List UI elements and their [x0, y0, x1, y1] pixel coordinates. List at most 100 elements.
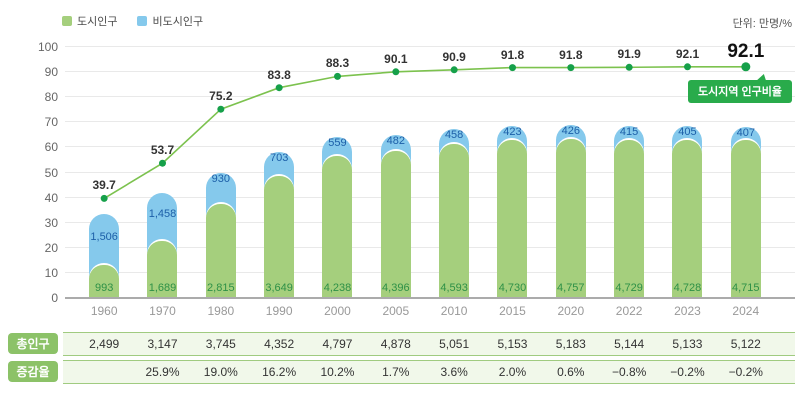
y-tick-label: 20 [44, 240, 58, 255]
bar-slot-1980: 930 2,815 [192, 47, 250, 298]
nonurban-legend-chip [137, 16, 148, 26]
table-cell: 1.7% [382, 365, 410, 379]
ratio-line [103, 65, 746, 200]
table-row-label-total: 총인구 [8, 333, 58, 354]
table-cell: 4,352 [264, 337, 295, 351]
ratio-point [392, 68, 400, 76]
bars: 1,506 993 1,458 1,689 930 2,815 703 3,649 559 4,2… [75, 47, 775, 298]
legend: 도시인구 비도시인구 [62, 13, 203, 29]
ratio-badge: 도시지역 인구비율 [687, 74, 792, 103]
table-cell: 0.6% [557, 365, 585, 379]
urban-bar-segment [555, 138, 586, 298]
ratio-point [567, 64, 575, 72]
table-cell: 3,745 [205, 337, 236, 351]
nonurban-legend-label: 비도시인구 [152, 16, 204, 28]
y-tick-label: 50 [44, 165, 58, 180]
table-cell: 5,133 [672, 337, 703, 351]
gridline [65, 71, 795, 73]
x-tick-label: 2000 [324, 304, 351, 318]
urban-bar-segment [322, 156, 353, 298]
table-cell: −0.2% [728, 365, 763, 379]
stacked-bar-1990: 703 3,649 [264, 152, 295, 298]
y-tick-label: 100 [37, 40, 58, 54]
bar-slot-1990: 703 3,649 [250, 47, 308, 298]
table-cell: 5,153 [497, 337, 528, 351]
table-row-cells-0: 2,499 3,147 3,745 4,352 4,797 4,878 5,051 5,153… [63, 332, 795, 356]
stacked-bar-1970: 1,458 1,689 [147, 192, 178, 298]
x-tick-label: 2020 [557, 304, 585, 318]
gridline [65, 146, 795, 148]
table-row-label-change: 증감율 [8, 361, 58, 382]
x-tick-label: 2023 [674, 304, 701, 318]
nonurban-value-label: 703 [269, 152, 289, 165]
bar-slot-2010: 458 4,593 [425, 47, 483, 298]
x-tick-label: 1960 [90, 304, 118, 318]
urban-bar-segment [439, 144, 470, 298]
nonurban-value-label: 407 [736, 126, 755, 139]
x-tick-label: 1990 [265, 304, 293, 318]
unit-label: 단위: 만명/% [732, 18, 792, 30]
y-tick-label: 30 [44, 215, 58, 230]
x-tick-label: 2005 [382, 304, 410, 318]
nonurban-value-label: 1,506 [90, 230, 118, 243]
bar-slot-1960: 1,506 993 [75, 47, 133, 298]
stacked-bar-1960: 1,506 993 [89, 214, 120, 298]
ratio-point [684, 63, 691, 71]
x-tick-label: 1970 [149, 304, 176, 318]
urban-bar-segment [380, 150, 411, 298]
ratio-point [100, 194, 108, 202]
gridline [65, 221, 795, 223]
gridline [65, 297, 795, 299]
urban-value-label: 4,396 [382, 282, 410, 294]
bar-slot-2015: 423 4,730 [483, 47, 541, 298]
x-tick-label: 2022 [615, 304, 643, 318]
nonurban-value-label: 930 [211, 172, 230, 185]
table-cell: 4,797 [322, 337, 353, 351]
bar-slot-2024: 407 4,715 [717, 47, 775, 298]
ratio-point [625, 63, 633, 71]
urban-bar-segment [614, 139, 645, 298]
gridline [65, 271, 795, 273]
bar-slot-2000: 559 4,238 [308, 47, 366, 298]
bar-slot-1970: 1,458 1,689 [133, 47, 191, 298]
bar-slot-2020: 426 4,757 [542, 47, 600, 298]
urban-value-label: 4,238 [323, 282, 352, 294]
plot-area: 1,506 993 1,458 1,689 930 2,815 703 3,649 559 4,2… [65, 41, 795, 299]
gridline [65, 121, 795, 123]
urban-legend-chip [62, 16, 72, 26]
table-cell: 5,183 [555, 337, 586, 351]
table-cell: 2.0% [498, 365, 527, 379]
ratio-point [275, 84, 283, 92]
ratio-point [159, 159, 166, 167]
nonurban-value-label: 426 [561, 124, 580, 137]
legend-item-urban: 도시인구 [62, 13, 117, 29]
ratio-point [334, 72, 341, 80]
gridline [65, 96, 795, 98]
bar-slot-2005: 482 4,396 [367, 47, 425, 298]
urban-value-label: 4,757 [557, 282, 585, 294]
table-row-cells-1: 25.9% 19.0% 16.2% 10.2% 1.7% 3.6% 2.0% 0.6% −0.8… [63, 360, 795, 384]
stacked-bar-2010: 458 4,593 [439, 128, 470, 298]
x-tick-label: 2015 [499, 304, 526, 318]
table-cell: 2,499 [89, 337, 120, 351]
nonurban-value-label: 559 [328, 137, 347, 150]
callout-tail-icon [756, 74, 770, 81]
urban-bar-segment [147, 241, 178, 298]
nonurban-value-label: 458 [444, 128, 464, 141]
y-tick-label: 80 [44, 90, 58, 105]
table-cell: 16.2% [262, 365, 297, 379]
table-cell: −0.8% [611, 365, 647, 379]
nonurban-value-label: 423 [503, 125, 522, 138]
table-cell: 4,878 [380, 337, 411, 351]
ratio-line-svg [100, 62, 751, 202]
nonurban-value-label: 415 [619, 125, 639, 138]
stacked-bar-2024: 407 4,715 [730, 126, 761, 298]
bar-slot-2022: 415 4,729 [600, 47, 658, 298]
stacked-bar-2023: 405 4,728 [672, 126, 703, 298]
stacked-bar-2015: 423 4,730 [497, 125, 528, 298]
x-tick-label: 2024 [732, 304, 760, 318]
table-cell: 3,147 [147, 337, 178, 351]
y-tick-label: 90 [44, 65, 58, 80]
bar-slot-2023: 405 4,728 [658, 47, 716, 298]
